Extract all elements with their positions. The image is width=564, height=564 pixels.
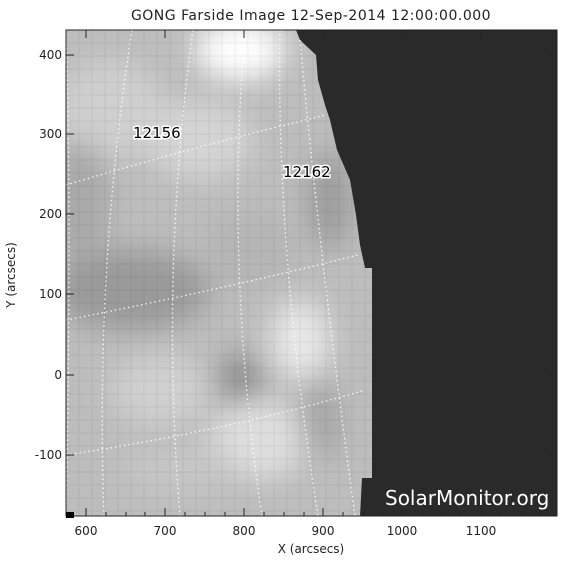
y-tick-label: 100 <box>39 287 62 301</box>
x-tick-label: 600 <box>75 524 98 538</box>
heliographic-grid <box>66 30 366 516</box>
x-tick-label: 1000 <box>387 524 418 538</box>
region-12156-label: 12156 <box>133 124 181 142</box>
plot-frame <box>65 29 558 517</box>
y-tick-label: 200 <box>39 207 62 221</box>
x-tick-label: 900 <box>312 524 335 538</box>
figure-title: GONG Farside Image 12-Sep-2014 12:00:00.… <box>131 8 491 24</box>
x-tick-label: 700 <box>154 524 177 538</box>
region-12162-label: 12162 <box>283 163 331 181</box>
y-axis <box>66 54 557 456</box>
y-axis-label: Y (arcsecs) <box>4 242 18 309</box>
x-tick-label: 1100 <box>466 524 497 538</box>
solar-disk-map <box>66 30 372 516</box>
y-tick-label: -100 <box>35 448 62 462</box>
x-tick-label: 800 <box>233 524 256 538</box>
corner-marker <box>66 512 74 518</box>
y-tick-label: 0 <box>54 368 62 382</box>
x-axis <box>85 30 541 516</box>
x-axis-label: X (arcsecs) <box>278 542 345 556</box>
solarmonitor-watermark: SolarMonitor.org <box>385 486 549 510</box>
y-tick-label: 400 <box>39 48 62 62</box>
y-tick-label: 300 <box>39 127 62 141</box>
plot-area: 12156 12162 SolarMonitor.org <box>66 30 557 516</box>
